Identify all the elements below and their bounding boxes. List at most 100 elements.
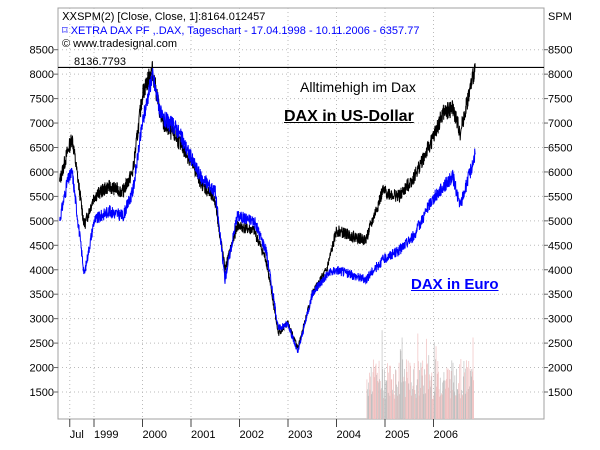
volume-bar	[456, 389, 458, 419]
y-tick-label: 3500	[548, 289, 572, 301]
volume-bar	[468, 361, 470, 419]
volume-bar	[417, 333, 419, 419]
volume-bar	[414, 390, 416, 419]
volume-bar	[464, 372, 465, 419]
volume-bar	[442, 382, 444, 419]
y-tick-label: 8500	[548, 45, 572, 57]
volume-bar	[413, 369, 414, 419]
y-tick-label: 7500	[30, 94, 54, 106]
volume-bar	[367, 395, 369, 419]
y-tick-label: 8000	[548, 69, 572, 81]
volume-bar	[401, 382, 402, 419]
volume-bar	[405, 359, 407, 419]
volume-bar	[376, 374, 377, 419]
ath-annotation: Alltimehigh im Dax	[300, 79, 416, 95]
volume-bar	[372, 372, 374, 419]
volume-bar	[469, 368, 471, 419]
y-tick-label: 7000	[30, 118, 54, 130]
volume-bar	[430, 386, 431, 419]
volume-bar	[445, 380, 447, 419]
volume-bar	[410, 365, 411, 419]
volume-bar	[377, 380, 379, 419]
volume-bar	[379, 380, 381, 419]
volume-bar	[441, 394, 443, 419]
volume-bar	[396, 384, 397, 419]
volume-bar	[428, 355, 430, 419]
y-tick-label: 4500	[548, 240, 572, 252]
instrument-label: XETRA DAX PF ,.DAX, Tageschart - 17.04.1…	[70, 25, 420, 37]
volume-bar	[431, 372, 433, 419]
volume-bar	[462, 376, 464, 419]
volume-bar	[379, 379, 381, 419]
volume-bar	[467, 367, 468, 419]
volume-bar	[398, 381, 399, 419]
volume-bar	[472, 371, 473, 419]
y-tick-label: 1500	[30, 387, 54, 399]
volume-bar	[426, 364, 428, 419]
y-tick-label: 5000	[548, 216, 572, 228]
volume-bar	[411, 395, 413, 419]
volume-bar	[418, 395, 420, 419]
volume-bar	[396, 395, 398, 419]
y-tick-label: 5500	[30, 191, 54, 203]
volume-bar	[404, 368, 405, 419]
volume-bar	[373, 377, 375, 419]
volume-bar	[406, 371, 408, 419]
volume-bar	[425, 338, 427, 419]
volume-bar	[401, 337, 403, 419]
volume-bar	[438, 389, 440, 419]
volume-bar	[375, 363, 377, 419]
volume-bar	[421, 367, 422, 419]
volume-bar	[444, 388, 446, 419]
right-axis-label: SPM	[548, 11, 572, 23]
volume-bar	[373, 359, 374, 419]
volume-bar	[412, 385, 414, 419]
volume-bar	[369, 389, 371, 419]
x-tick-label: 2005	[385, 429, 409, 441]
volume-bar	[461, 394, 463, 419]
volume-bar	[457, 389, 459, 419]
volume-bar	[447, 369, 448, 419]
volume-bar	[385, 380, 387, 419]
volume-bar	[456, 368, 457, 419]
volume-bar	[407, 360, 409, 419]
volume-bar	[452, 362, 454, 419]
volume-bar	[366, 379, 368, 419]
ref-value-label: 8136.7793	[74, 56, 126, 68]
volume-bar	[429, 374, 430, 419]
volume-bar	[459, 398, 461, 419]
volume-bar	[422, 360, 424, 419]
volume-bar	[454, 375, 456, 419]
y-tick-label: 7500	[548, 94, 572, 106]
volume-bar	[389, 395, 391, 419]
volume-bar	[386, 380, 388, 419]
y-tick-label: 6000	[30, 167, 54, 179]
instrument-icon: ⌑	[62, 25, 71, 37]
volume-bar	[420, 362, 422, 419]
volume-bar	[463, 361, 465, 419]
volume-bar	[435, 346, 437, 419]
volume-bar	[449, 379, 451, 419]
volume-bar	[368, 372, 370, 419]
y-tick-label: 5000	[30, 216, 54, 228]
volume-bar	[452, 389, 453, 419]
usd-annotation: DAX in US-Dollar	[284, 108, 414, 125]
volume-bar	[409, 389, 410, 419]
copyright: © www.tradesignal.com	[62, 38, 178, 50]
volume-bar	[449, 370, 450, 419]
volume-bar	[402, 359, 404, 419]
volume-bar	[389, 365, 390, 419]
volume-bar	[440, 395, 442, 419]
volume-bar	[372, 391, 373, 419]
volume-bar	[427, 389, 429, 419]
volume-bar	[437, 361, 439, 419]
volume-bar	[382, 398, 384, 419]
volume-bar	[384, 398, 386, 419]
volume-bar	[415, 397, 417, 419]
volume-bar	[432, 398, 434, 419]
volume-bar	[412, 388, 413, 419]
volume-bar	[462, 395, 464, 419]
x-tick-label: 2002	[240, 429, 264, 441]
volume-bar	[397, 386, 399, 419]
volume-bar	[433, 342, 435, 419]
